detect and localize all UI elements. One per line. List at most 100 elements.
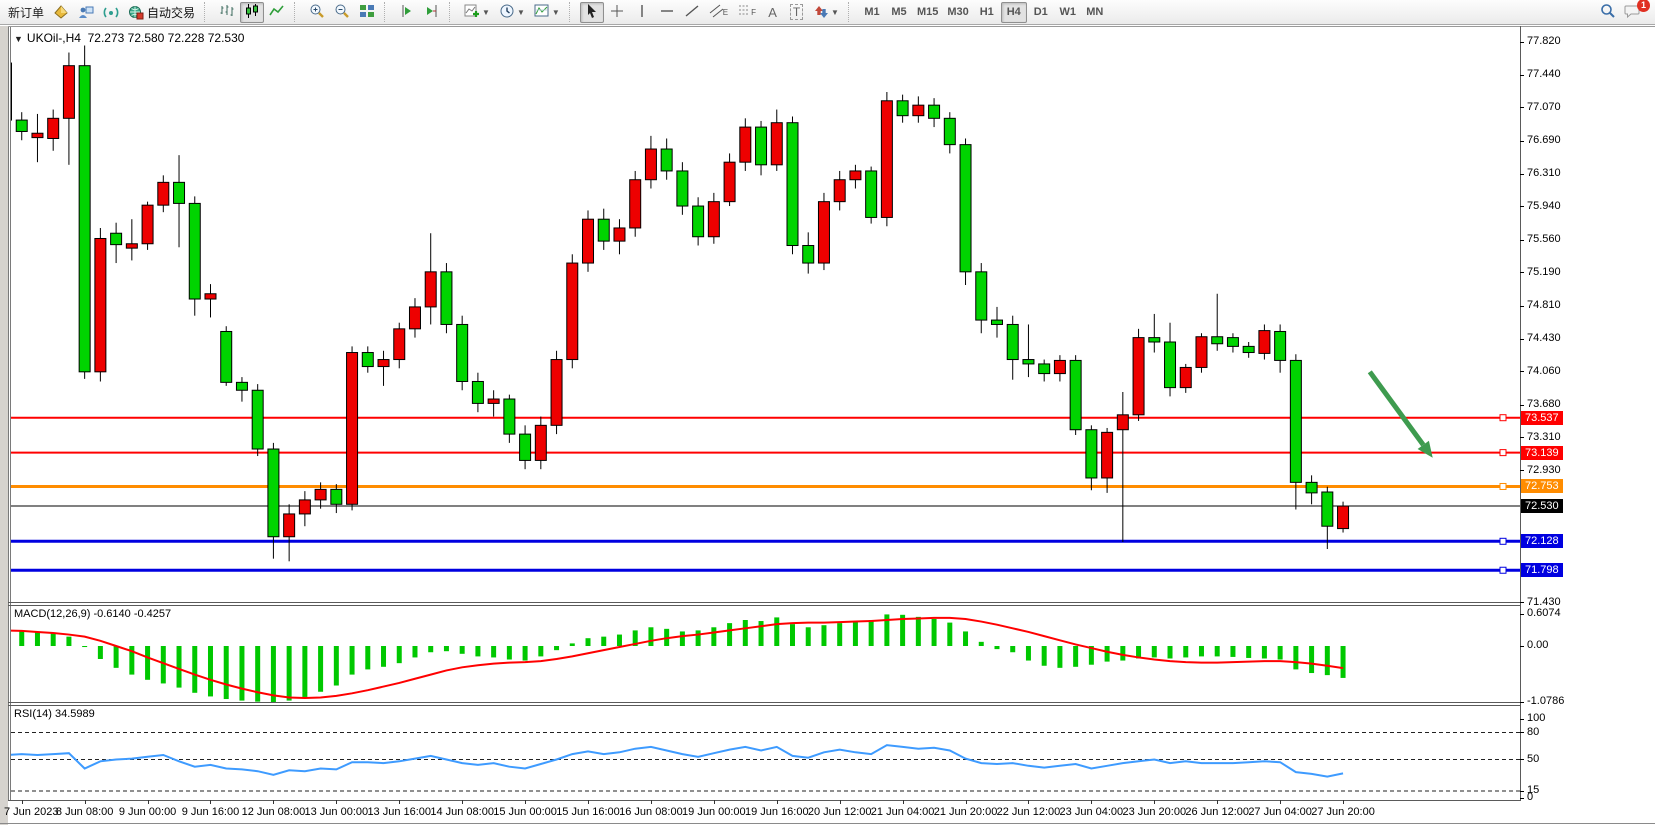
cursor-tool-button[interactable] xyxy=(579,1,604,23)
timeframe-m15-button[interactable]: M15 xyxy=(913,2,942,23)
price-tick-label-tick xyxy=(1520,107,1524,108)
tile-windows-button[interactable] xyxy=(355,2,379,23)
candle-body xyxy=(15,119,28,132)
candle-body xyxy=(975,271,988,321)
periods-button[interactable]: ▼ xyxy=(495,2,529,23)
macd-bar xyxy=(1010,646,1016,653)
price-tick-label-tick xyxy=(1520,306,1524,307)
candle-body xyxy=(456,323,469,382)
macd-bar xyxy=(145,646,151,680)
arrows-tool-button[interactable]: ▼ xyxy=(809,2,843,23)
macd-bar xyxy=(1073,646,1079,667)
candle-body xyxy=(1006,323,1019,361)
ohlc-values-label: 72.273 72.580 72.228 72.530 xyxy=(87,31,245,45)
date-tick xyxy=(588,800,589,804)
line-chart-mode-button[interactable] xyxy=(265,2,289,23)
window-border-left-inner xyxy=(10,26,11,801)
macd-bar xyxy=(554,646,560,651)
signals-button[interactable] xyxy=(99,2,123,23)
price-line-badge: 72.128 xyxy=(1521,534,1563,549)
date-tick xyxy=(84,800,86,804)
trendline-tool-button[interactable] xyxy=(680,2,704,23)
date-label: 19 Jun 00:00 xyxy=(682,806,746,818)
chart-plot-area[interactable] xyxy=(11,27,1520,800)
channel-tool-button[interactable]: E xyxy=(705,2,732,23)
timeframe-w1-button[interactable]: W1 xyxy=(1055,2,1081,23)
macd-bar xyxy=(538,646,544,657)
zoom-in-button[interactable] xyxy=(305,2,329,23)
arrow-shapes-icon xyxy=(813,3,829,22)
macd-bar xyxy=(192,646,198,693)
auto-trading-icon xyxy=(128,4,144,20)
candle-body xyxy=(1148,337,1161,343)
timeframe-m5-button[interactable]: M5 xyxy=(886,2,912,23)
line-handle[interactable] xyxy=(1499,414,1507,422)
zoom-out-button[interactable] xyxy=(330,2,354,23)
down-arrow-annotation[interactable] xyxy=(1367,370,1433,458)
line-handle[interactable] xyxy=(1499,537,1507,545)
candlestick-mode-button[interactable] xyxy=(240,1,265,23)
candle-body xyxy=(94,237,107,373)
rsi-tick-label: 100 xyxy=(1527,712,1546,724)
candle-body xyxy=(1164,341,1177,389)
fibonacci-tool-button[interactable]: F xyxy=(733,2,760,23)
macd-bar xyxy=(1120,646,1126,661)
date-axis-separator xyxy=(8,800,1520,801)
accounts-button[interactable] xyxy=(74,2,98,23)
timeframe-m30-button[interactable]: M30 xyxy=(943,2,972,23)
text-label-tool-button[interactable]: T xyxy=(785,2,808,23)
templates-button[interactable]: ▼ xyxy=(530,2,564,23)
bar-chart-mode-button[interactable] xyxy=(215,2,239,23)
macd-bar xyxy=(632,630,638,646)
text-tool-button[interactable]: A xyxy=(761,2,784,23)
new-order-button[interactable]: 新订单 xyxy=(4,2,48,23)
macd-bar xyxy=(1309,646,1315,674)
timeframe-h4-button[interactable]: H4 xyxy=(1000,1,1027,23)
rsi-tick-label-tick xyxy=(1520,759,1524,760)
price-tick-label: 71.430 xyxy=(1527,595,1561,608)
line-handle[interactable] xyxy=(1499,482,1507,490)
notifications-button[interactable]: 1 xyxy=(1620,0,1650,23)
vertical-line-tool-button[interactable] xyxy=(630,2,654,23)
macd-bar xyxy=(381,646,387,667)
date-label: 7 Jun 2023 xyxy=(4,806,59,818)
symbol-dropdown-icon[interactable]: ▼ xyxy=(14,34,23,44)
search-button[interactable] xyxy=(1596,2,1620,23)
horizontal-line-tool-button[interactable] xyxy=(655,2,679,23)
notification-badge: 1 xyxy=(1637,0,1650,12)
timeframe-h1-button[interactable]: H1 xyxy=(974,2,1000,23)
line-chart-icon xyxy=(269,3,285,22)
macd-bar xyxy=(1088,646,1094,665)
candle-body xyxy=(471,380,484,404)
rsi-pane-separator[interactable] xyxy=(8,702,1520,703)
price-tick-label: 73.680 xyxy=(1527,398,1561,411)
macd-tick-label: -1.0786 xyxy=(1527,695,1565,708)
timeframe-d1-button[interactable]: D1 xyxy=(1028,2,1054,23)
macd-bar xyxy=(884,614,890,646)
line-handle[interactable] xyxy=(1499,449,1507,457)
date-label: 14 Jun 08:00 xyxy=(430,806,494,818)
timeframe-m1-button[interactable]: M1 xyxy=(859,2,885,23)
candle-body xyxy=(692,205,705,238)
timeframe-mn-button[interactable]: MN xyxy=(1082,2,1108,23)
candle-body xyxy=(1337,505,1350,530)
macd-bar xyxy=(50,633,56,646)
auto-scroll-button[interactable] xyxy=(395,2,419,23)
deposit-button[interactable] xyxy=(49,2,73,23)
timeframe-label: M30 xyxy=(947,6,969,18)
candle-body xyxy=(424,271,437,308)
channel-tool-label: E xyxy=(722,7,729,17)
price-tick-label-tick xyxy=(1520,272,1524,273)
line-handle[interactable] xyxy=(1499,566,1507,574)
macd-pane-separator[interactable] xyxy=(8,602,1520,603)
macd-bar xyxy=(1198,646,1204,657)
auto-trading-button[interactable]: 自动交易 xyxy=(124,2,199,23)
indicators-button[interactable]: ▼ xyxy=(460,2,494,23)
macd-bar xyxy=(491,646,497,658)
candle-body xyxy=(110,232,123,246)
chart-shift-button[interactable] xyxy=(420,2,444,23)
price-tick-label-tick xyxy=(1520,339,1524,340)
macd-bar xyxy=(255,646,261,702)
crosshair-tool-button[interactable] xyxy=(605,2,629,23)
candle-body xyxy=(582,218,595,264)
